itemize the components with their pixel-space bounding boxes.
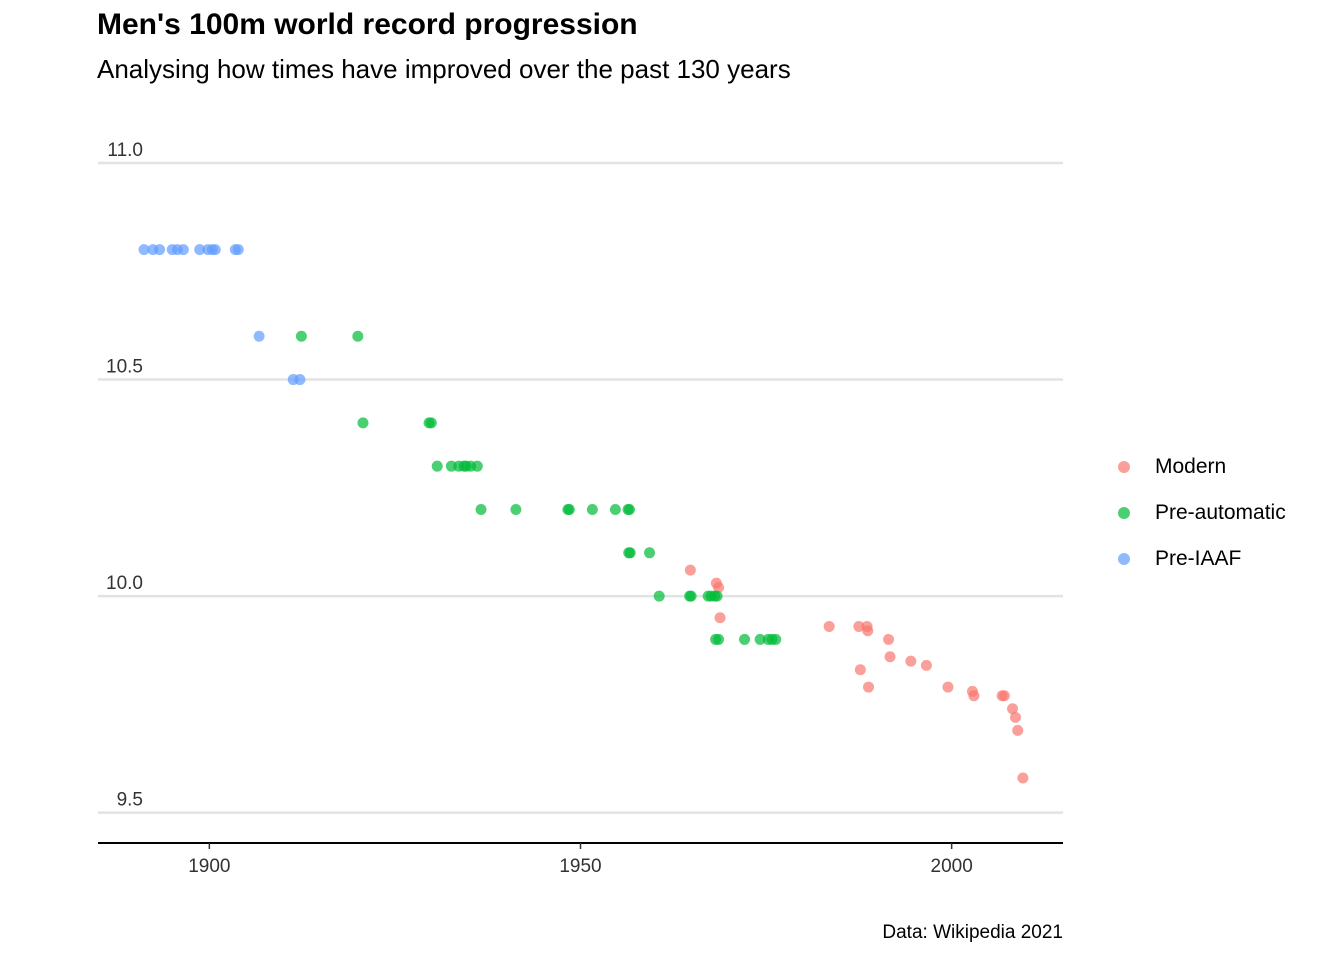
x-tick-label-1950: 1950: [559, 856, 601, 877]
point-modern: [884, 651, 896, 663]
point-pre-automatic: [510, 503, 522, 515]
point-pre-iaaf: [232, 244, 244, 256]
point-pre-automatic: [352, 330, 364, 342]
point-pre-automatic: [295, 330, 307, 342]
point-pre-iaaf: [253, 330, 265, 342]
point-pre-automatic: [475, 503, 487, 515]
y-tick-label-11.0: 11.0: [107, 140, 143, 161]
point-modern: [905, 655, 917, 667]
point-pre-automatic: [609, 503, 621, 515]
point-modern: [863, 681, 875, 693]
point-pre-automatic: [586, 503, 598, 515]
legend-item-pre-iaaf: Pre-IAAF: [1118, 536, 1286, 582]
point-pre-automatic: [431, 460, 443, 472]
point-pre-automatic: [563, 503, 575, 515]
y-tick-label-9.5: 9.5: [117, 790, 143, 811]
point-pre-iaaf: [194, 244, 206, 256]
point-pre-iaaf: [177, 244, 189, 256]
point-pre-automatic: [357, 417, 369, 429]
point-pre-automatic: [770, 633, 782, 645]
point-modern: [684, 564, 696, 576]
y-tick-label-10.5: 10.5: [106, 357, 143, 378]
point-modern: [854, 664, 866, 676]
point-modern: [1012, 724, 1024, 736]
point-modern: [862, 625, 874, 637]
point-modern: [920, 659, 932, 671]
point-modern: [823, 620, 835, 632]
point-modern: [1009, 711, 1021, 723]
point-pre-automatic: [624, 547, 636, 559]
legend-item-pre-automatic: Pre-automatic: [1118, 490, 1286, 536]
point-pre-automatic: [471, 460, 483, 472]
legend-key-pre-iaaf: [1118, 553, 1130, 565]
legend-label-pre-iaaf: Pre-IAAF: [1155, 547, 1242, 570]
legend: Modern Pre-automatic Pre-IAAF: [1118, 444, 1286, 582]
data-points: [138, 244, 1029, 784]
data-source-caption: Data: Wikipedia 2021: [882, 922, 1063, 943]
legend-item-modern: Modern: [1118, 444, 1286, 490]
point-pre-automatic: [739, 633, 751, 645]
point-modern: [968, 690, 980, 702]
x-axis-ticks: 1900 1950 2000: [188, 843, 973, 877]
x-tick-label-2000: 2000: [931, 856, 973, 877]
x-tick-label-1900: 1900: [188, 856, 230, 877]
point-pre-iaaf: [138, 244, 150, 256]
point-pre-automatic: [623, 503, 635, 515]
legend-label-modern: Modern: [1155, 455, 1227, 478]
chart-title: Men's 100m world record progression: [97, 8, 638, 41]
point-modern: [883, 633, 895, 645]
legend-label-pre-automatic: Pre-automatic: [1155, 501, 1286, 524]
y-tick-label-10.0: 10.0: [106, 573, 143, 594]
grid-lines: [98, 161, 1063, 814]
point-pre-iaaf: [154, 244, 166, 256]
point-pre-automatic: [711, 590, 723, 602]
point-modern: [1007, 703, 1019, 715]
legend-key-pre-automatic: [1118, 507, 1130, 519]
point-modern: [714, 612, 726, 624]
point-pre-automatic: [754, 633, 766, 645]
point-pre-iaaf: [294, 374, 306, 386]
point-pre-iaaf: [209, 244, 221, 256]
point-pre-automatic: [653, 590, 665, 602]
legend-key-modern: [1118, 461, 1130, 473]
chart-subtitle: Analysing how times have improved over t…: [97, 54, 791, 84]
point-modern: [998, 690, 1010, 702]
point-pre-automatic: [425, 417, 437, 429]
y-axis-tick-labels: 9.5 10.0 10.5 11.0: [106, 140, 143, 811]
point-pre-automatic: [685, 590, 697, 602]
point-modern: [1017, 772, 1029, 784]
point-pre-automatic: [713, 633, 725, 645]
point-pre-automatic: [644, 547, 656, 559]
point-modern: [713, 581, 725, 593]
point-modern: [942, 681, 954, 693]
point-modern: [853, 620, 865, 632]
